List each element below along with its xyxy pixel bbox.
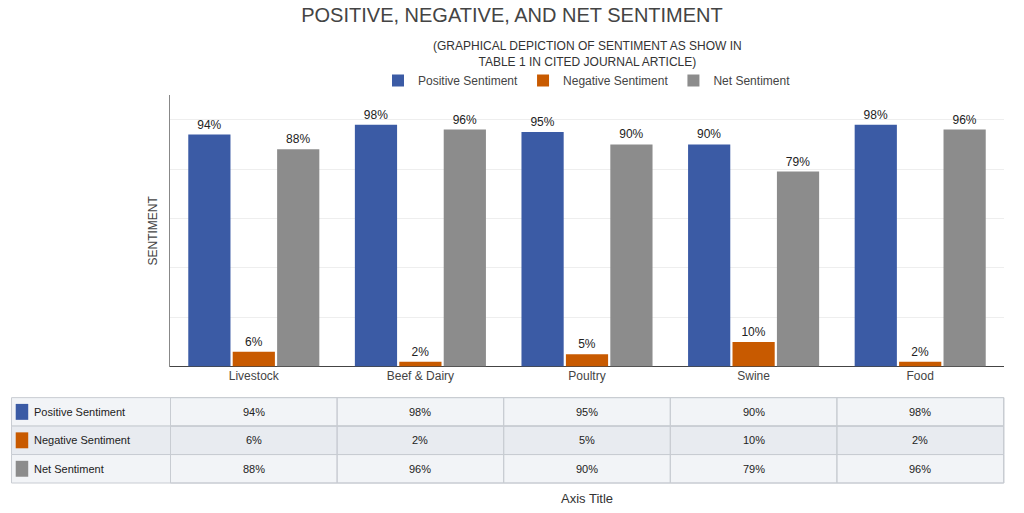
svg-text:Beef & Dairy: Beef & Dairy [387,369,454,383]
svg-text:Positive Sentiment: Positive Sentiment [34,406,125,418]
svg-text:2%: 2% [412,345,430,359]
svg-text:90%: 90% [576,463,598,475]
svg-text:(GRAPHICAL DEPICTION OF SENTIM: (GRAPHICAL DEPICTION OF SENTIMENT AS SHO… [433,39,742,69]
svg-text:96%: 96% [909,463,931,475]
svg-text:95%: 95% [576,406,598,418]
svg-text:Net Sentiment: Net Sentiment [713,74,790,88]
svg-text:10%: 10% [741,325,765,339]
svg-text:88%: 88% [286,132,310,146]
svg-text:90%: 90% [743,406,765,418]
svg-text:Net Sentiment: Net Sentiment [34,463,104,475]
svg-text:96%: 96% [952,113,976,127]
svg-text:5%: 5% [579,434,595,446]
svg-text:Livestock: Livestock [229,369,280,383]
svg-text:6%: 6% [246,434,262,446]
svg-text:98%: 98% [909,406,931,418]
svg-text:5%: 5% [578,337,596,351]
svg-text:Negative Sentiment: Negative Sentiment [563,74,668,88]
svg-text:2%: 2% [912,434,928,446]
svg-text:96%: 96% [453,113,477,127]
svg-text:98%: 98% [409,406,431,418]
svg-text:2%: 2% [412,434,428,446]
svg-text:Axis Title: Axis Title [561,491,613,506]
svg-text:Swine: Swine [737,369,770,383]
svg-text:SENTIMENT: SENTIMENT [146,195,160,265]
svg-text:Positive Sentiment: Positive Sentiment [418,74,518,88]
svg-text:79%: 79% [786,155,810,169]
svg-text:94%: 94% [243,406,265,418]
svg-text:10%: 10% [743,434,765,446]
svg-text:6%: 6% [245,335,263,349]
svg-text:Poultry: Poultry [568,369,605,383]
svg-text:94%: 94% [197,118,221,132]
svg-text:98%: 98% [864,108,888,122]
svg-text:95%: 95% [530,115,554,129]
svg-text:96%: 96% [409,463,431,475]
svg-text:90%: 90% [697,127,721,141]
svg-text:98%: 98% [364,108,388,122]
svg-text:Food: Food [907,369,934,383]
svg-text:88%: 88% [243,463,265,475]
svg-text:POSITIVE, NEGATIVE, AND NET SE: POSITIVE, NEGATIVE, AND NET SENTIMENT [301,4,723,26]
svg-text:90%: 90% [619,127,643,141]
svg-text:79%: 79% [743,463,765,475]
svg-text:Negative Sentiment: Negative Sentiment [34,434,130,446]
svg-text:2%: 2% [911,345,929,359]
